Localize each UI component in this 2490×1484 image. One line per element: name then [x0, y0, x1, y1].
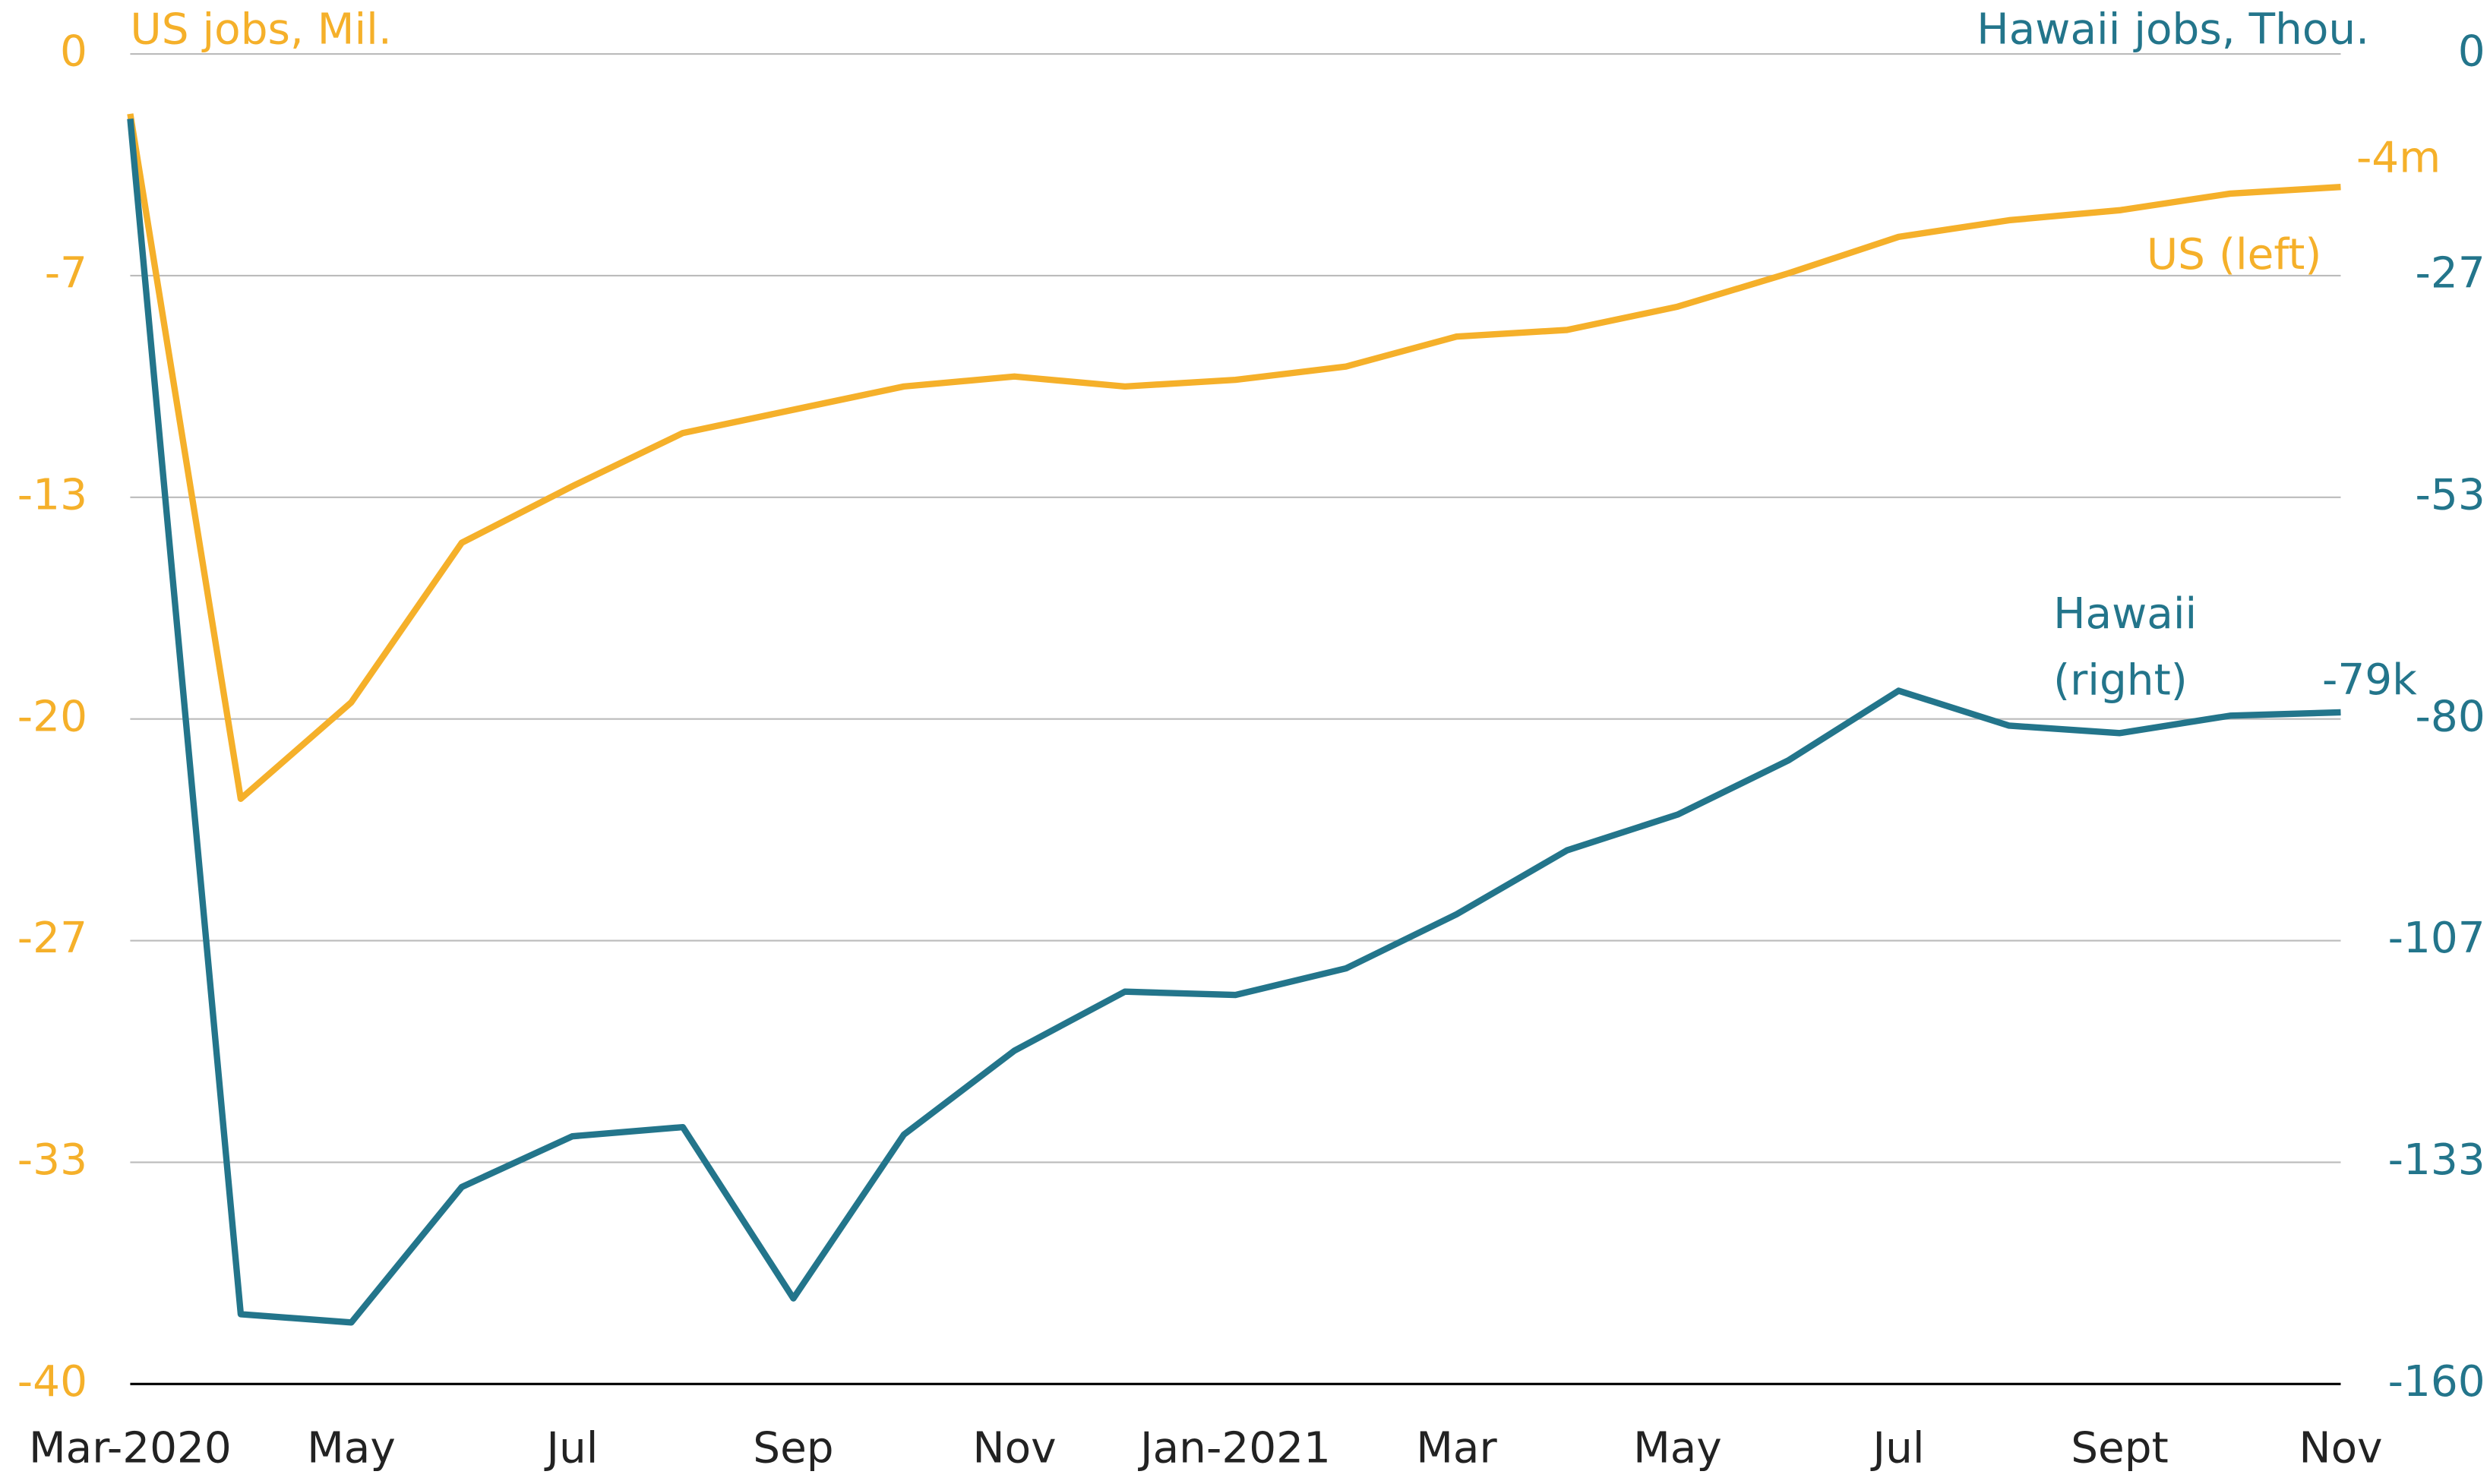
x-tick-label: Sep — [753, 1424, 833, 1473]
y2-tick-label: -133 — [2388, 1135, 2485, 1185]
x-tick-label: Sept — [2071, 1424, 2168, 1473]
x-tick-label: May — [307, 1424, 396, 1473]
series-label: US (left) — [2147, 230, 2322, 279]
series-line — [127, 118, 2341, 1326]
y-tick-label: -27 — [17, 914, 87, 963]
y-tick-label: -33 — [17, 1135, 87, 1185]
y-tick-label: -13 — [17, 470, 87, 519]
y-tick-label: 0 — [60, 27, 87, 77]
y2-tick-label: -80 — [2416, 692, 2485, 741]
series-label: Hawaii (right) — [2053, 589, 2197, 705]
y2-tick-label: -107 — [2388, 914, 2485, 963]
x-tick-label: Nov — [972, 1424, 1056, 1473]
x-tick-label: Jul — [544, 1424, 598, 1473]
y2-axis-label: Hawaii jobs, Thou. — [1977, 5, 2369, 54]
y-tick-label: -20 — [17, 692, 87, 741]
y-tick-label: -7 — [45, 249, 87, 298]
x-tick-label: Mar — [1416, 1424, 1497, 1473]
y2-tick-label: -160 — [2388, 1357, 2485, 1407]
x-tick-label: Jan-2021 — [1138, 1424, 1331, 1473]
end-label: -4m — [2356, 134, 2441, 183]
x-tick-label: Mar-2020 — [29, 1424, 232, 1473]
y-tick-label: -40 — [17, 1357, 87, 1407]
y2-tick-label: 0 — [2458, 27, 2485, 77]
end-label: -79k — [2322, 655, 2417, 705]
y2-tick-label: -27 — [2416, 249, 2485, 298]
series-line — [127, 113, 2341, 802]
x-tick-label: Nov — [2299, 1424, 2382, 1473]
x-tick-label: Jul — [1870, 1424, 1924, 1473]
y2-tick-label: -53 — [2416, 470, 2485, 519]
y-axis-label: US jobs, Mil. — [130, 5, 391, 54]
x-tick-label: May — [1633, 1424, 1722, 1473]
